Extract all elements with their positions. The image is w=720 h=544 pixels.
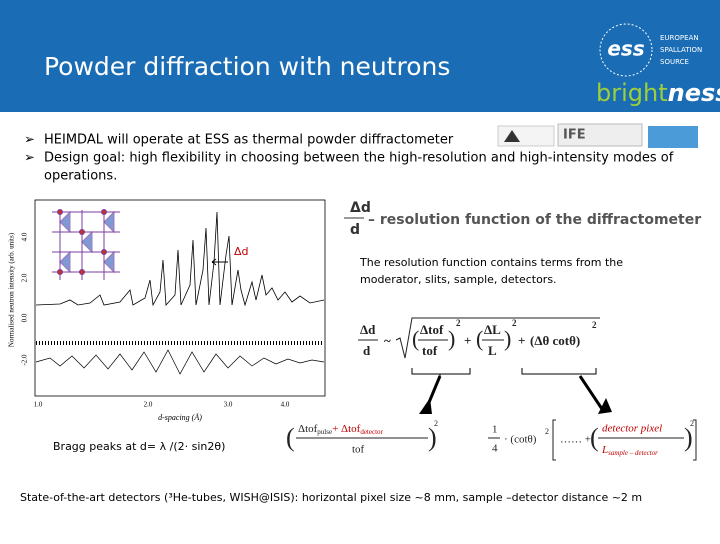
y-tick-label: 2.0 bbox=[21, 273, 29, 282]
res-num: Δd bbox=[350, 200, 371, 216]
res-note: moderator, slits, sample, detectors. bbox=[360, 273, 557, 286]
bullet: Design goal: high flexibility in choosin… bbox=[44, 151, 674, 166]
d-term: detector pixel bbox=[602, 423, 662, 435]
logo-area bbox=[585, 8, 720, 112]
x-tick-label: 1.0 bbox=[34, 401, 43, 409]
bullet-arrow: ➢ bbox=[24, 151, 35, 166]
bullet: HEIMDAL will operate at ESS as thermal p… bbox=[44, 133, 454, 148]
difference-curve bbox=[35, 349, 325, 375]
sqrt-sign bbox=[395, 317, 600, 359]
paren: ( bbox=[476, 326, 483, 351]
f-term: ~ bbox=[384, 333, 391, 348]
formula-detail: ( Δtofpulse+ Δtofdetector tof ) 2 1 4 · … bbox=[286, 419, 697, 461]
bullet: operations. bbox=[44, 169, 117, 184]
x-tick-label: 4.0 bbox=[281, 401, 290, 409]
partner-icon bbox=[504, 130, 520, 142]
f-term: ΔL bbox=[484, 322, 501, 337]
title: Powder diffraction with neutrons bbox=[44, 52, 450, 81]
f-term: Δtof bbox=[420, 322, 444, 337]
paren: ( bbox=[412, 326, 419, 351]
d-term: 1 bbox=[492, 424, 498, 436]
bracket bbox=[552, 419, 697, 461]
f-term: (Δθ cotθ) bbox=[530, 333, 580, 348]
d-sub: sample – detector bbox=[608, 449, 658, 457]
f-exp: 2 bbox=[456, 318, 461, 328]
footer-note: State-of-the-art detectors (³He-tubes, W… bbox=[20, 491, 642, 504]
partner-logo bbox=[648, 126, 698, 148]
y-tick-label: -2.0 bbox=[21, 354, 29, 366]
d-term: tof bbox=[352, 444, 365, 456]
logo-org: SOURCE bbox=[660, 58, 689, 66]
paren: ( bbox=[286, 423, 295, 452]
f-term: d bbox=[363, 343, 371, 358]
res-note: The resolution function contains terms f… bbox=[359, 256, 623, 269]
res-label: – resolution function of the diffractome… bbox=[368, 212, 701, 228]
f-term: L bbox=[488, 343, 497, 358]
project-name: bright bbox=[596, 79, 668, 107]
res-den: d bbox=[350, 222, 360, 238]
arrow-head bbox=[419, 398, 432, 414]
partner-name: IFE bbox=[563, 128, 586, 143]
d-term: · (cotθ) bbox=[504, 434, 537, 446]
paren: ) bbox=[448, 326, 455, 351]
d-term: Lsample – detector bbox=[601, 444, 658, 457]
f-exp: 2 bbox=[512, 318, 517, 328]
f-exp: 2 bbox=[592, 320, 597, 330]
formula: Δd d ~ ( Δtof tof ) 2 + ( ΔL L ) 2 + (Δθ… bbox=[358, 317, 600, 359]
d-term: 4 bbox=[492, 443, 498, 455]
f-term: + bbox=[518, 333, 525, 348]
logo-org: EUROPEAN bbox=[660, 34, 699, 42]
bragg-note: Bragg peaks at d= λ /(2· sin2θ) bbox=[53, 440, 225, 453]
f-term: + bbox=[464, 333, 471, 348]
crystal-structure bbox=[52, 209, 120, 280]
plot-frame bbox=[34, 199, 326, 397]
logo-org: SPALLATION bbox=[660, 46, 702, 54]
paren: ) bbox=[504, 326, 511, 351]
d-term: Δtofpulse+ Δtofdetector bbox=[298, 423, 384, 436]
d-sub: detector bbox=[360, 428, 383, 436]
arrow bbox=[578, 375, 606, 413]
d-exp: 2 bbox=[545, 427, 549, 436]
paren: ) bbox=[428, 423, 437, 452]
d-text: L bbox=[601, 444, 608, 456]
f-term: Δd bbox=[360, 322, 376, 337]
logo-mark: ess bbox=[607, 37, 644, 61]
y-tick-label: 4.0 bbox=[21, 232, 29, 241]
brace bbox=[521, 368, 597, 375]
logo-ring bbox=[599, 23, 653, 77]
x-axis-label: d-spacing (Å) bbox=[158, 413, 202, 422]
arrow-head bbox=[598, 398, 612, 414]
delta-d-annotation: Δd bbox=[234, 245, 249, 258]
d-sub: pulse bbox=[317, 428, 332, 436]
project-logo: brightness bbox=[596, 79, 720, 107]
paren: ) bbox=[684, 423, 693, 452]
annotation-arrow bbox=[211, 258, 228, 266]
project-suffix: ness bbox=[668, 79, 720, 107]
d-exp: 2 bbox=[434, 419, 438, 428]
y-tick-label: 0.0 bbox=[21, 313, 29, 322]
paren: ( bbox=[590, 423, 599, 452]
partner-logo bbox=[497, 125, 555, 147]
bullet-arrow: ➢ bbox=[24, 133, 35, 148]
brace bbox=[411, 368, 471, 376]
y-axis-label: Normalised neutron intensity (arb. units… bbox=[8, 232, 16, 347]
d-text: + Δtof bbox=[332, 423, 361, 435]
x-tick-label: 2.0 bbox=[144, 401, 153, 409]
f-term: tof bbox=[422, 343, 438, 358]
d-term: …… + bbox=[560, 434, 591, 446]
partner-logo bbox=[557, 123, 643, 147]
d-text: Δtof bbox=[298, 423, 318, 435]
observed-curve bbox=[35, 211, 325, 307]
diffraction-plot: 1.0 2.0 3.0 4.0 d-spacing (Å) 4.0 2.0 0.… bbox=[8, 199, 326, 422]
d-exp: 2 bbox=[690, 419, 694, 428]
x-tick-label: 3.0 bbox=[224, 401, 233, 409]
